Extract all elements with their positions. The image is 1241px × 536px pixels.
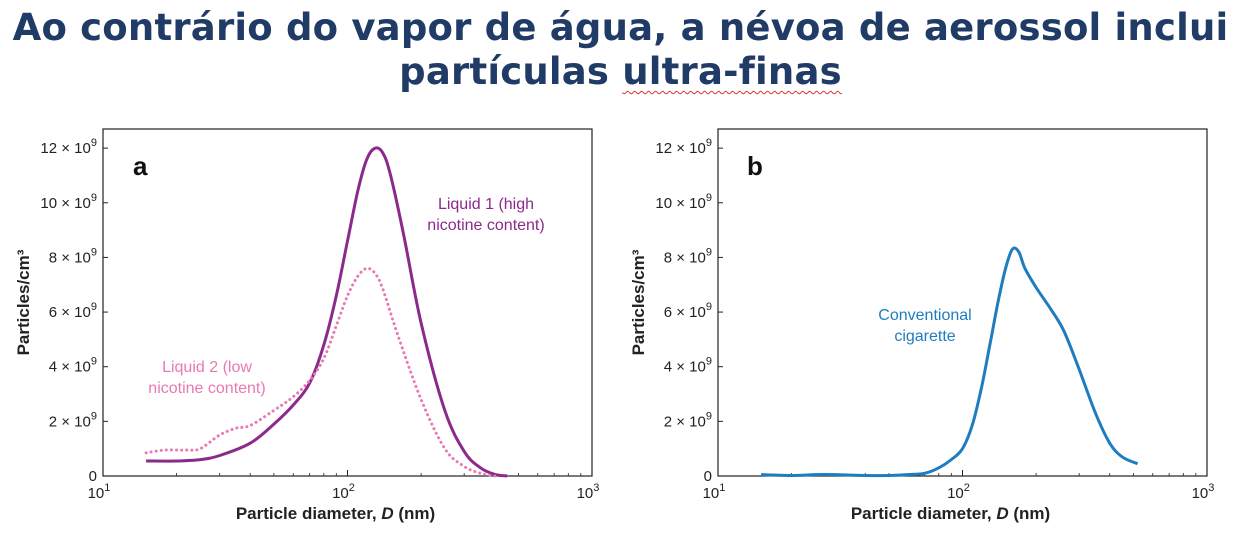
x-axis-title: Particle diameter, D (nm) bbox=[236, 504, 435, 523]
slide-title: Ao contrário do vapor de água, a névoa d… bbox=[0, 6, 1241, 94]
series-line-2 bbox=[144, 266, 497, 478]
y-tick-label: 6 × 109 bbox=[49, 301, 97, 321]
y-axis-title: Particles/cm³ bbox=[14, 249, 33, 355]
chart-panel-b: 0 2 × 109 4 × 109 6 × 109 8 × 109 10 × 109 12 … bbox=[629, 128, 1215, 523]
x-tick-label: 103 bbox=[577, 482, 600, 502]
y-tick-label: 12 × 109 bbox=[40, 137, 97, 157]
x-tick-label: 102 bbox=[947, 482, 970, 502]
series-label-1: Conventional cigarette bbox=[878, 307, 971, 345]
series-line-1 bbox=[146, 146, 508, 478]
y-tick-label: 2 × 109 bbox=[664, 410, 712, 430]
panel-letter: b bbox=[747, 151, 763, 181]
plot-frame bbox=[102, 128, 593, 477]
x-tick-label: 103 bbox=[1192, 482, 1215, 502]
y-tick-label: 2 × 109 bbox=[49, 410, 97, 430]
x-tick-label: 101 bbox=[88, 482, 111, 502]
x-axis-title: Particle diameter, D (nm) bbox=[851, 504, 1050, 523]
y-tick-label: 6 × 109 bbox=[664, 301, 712, 321]
y-tick-label: 10 × 109 bbox=[655, 192, 712, 212]
y-tick-label: 8 × 109 bbox=[664, 246, 712, 266]
series-label-1: Liquid 1 (high nicotine content) bbox=[427, 196, 544, 234]
x-tick-label: 101 bbox=[703, 482, 726, 502]
y-tick-label: 8 × 109 bbox=[49, 246, 97, 266]
title-line-2-text: partículas bbox=[399, 50, 623, 93]
y-tick-label: 0 bbox=[89, 468, 97, 485]
title-marked-word: ultra-finas bbox=[622, 50, 842, 93]
x-tick-label: 102 bbox=[332, 482, 355, 502]
y-tick-label: 10 × 109 bbox=[40, 192, 97, 212]
y-tick-label: 4 × 109 bbox=[664, 356, 712, 376]
y-tick-label: 4 × 109 bbox=[49, 356, 97, 376]
series-label-2: Liquid 2 (low nicotine content) bbox=[148, 359, 265, 397]
y-axis-title: Particles/cm³ bbox=[629, 249, 648, 355]
plot-frame bbox=[717, 128, 1208, 477]
series-line-1 bbox=[761, 246, 1139, 478]
title-line-1: Ao contrário do vapor de água, a névoa d… bbox=[12, 6, 1229, 49]
title-line-2: partículas ultra-finas bbox=[399, 50, 842, 93]
panel-letter: a bbox=[133, 151, 148, 181]
y-tick-label: 12 × 109 bbox=[655, 137, 712, 157]
y-tick-label: 0 bbox=[704, 468, 712, 485]
chart-panel-a: 0 2 × 109 4 × 109 6 × 109 8 × 109 10 × 109 12 … bbox=[14, 128, 600, 523]
